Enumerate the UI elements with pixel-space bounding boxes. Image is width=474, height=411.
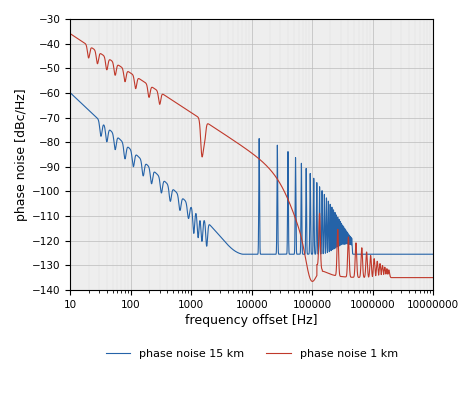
Legend: phase noise 15 km, phase noise 1 km: phase noise 15 km, phase noise 1 km <box>101 344 402 363</box>
phase noise 15 km <box>67 90 73 95</box>
X-axis label: frequency offset [Hz]: frequency offset [Hz] <box>185 314 318 327</box>
Y-axis label: phase noise [dBc/Hz]: phase noise [dBc/Hz] <box>15 88 28 221</box>
phase noise 1 km <box>282 190 288 195</box>
phase noise 1 km <box>86 55 91 60</box>
phase noise 1 km <box>356 275 361 280</box>
phase noise 15 km <box>430 252 436 257</box>
Line: phase noise 15 km: phase noise 15 km <box>70 93 433 254</box>
phase noise 15 km <box>298 230 304 235</box>
phase noise 1 km <box>298 233 303 238</box>
phase noise 15 km <box>240 252 246 257</box>
phase noise 15 km <box>356 252 361 257</box>
phase noise 1 km <box>310 279 315 284</box>
phase noise 15 km <box>86 108 91 113</box>
Line: phase noise 1 km: phase noise 1 km <box>70 34 433 282</box>
phase noise 1 km <box>337 268 342 272</box>
phase noise 1 km <box>430 275 436 280</box>
phase noise 15 km <box>337 220 342 225</box>
phase noise 15 km <box>282 252 288 257</box>
phase noise 1 km <box>67 31 73 36</box>
phase noise 1 km <box>199 152 204 157</box>
phase noise 15 km <box>199 238 204 243</box>
